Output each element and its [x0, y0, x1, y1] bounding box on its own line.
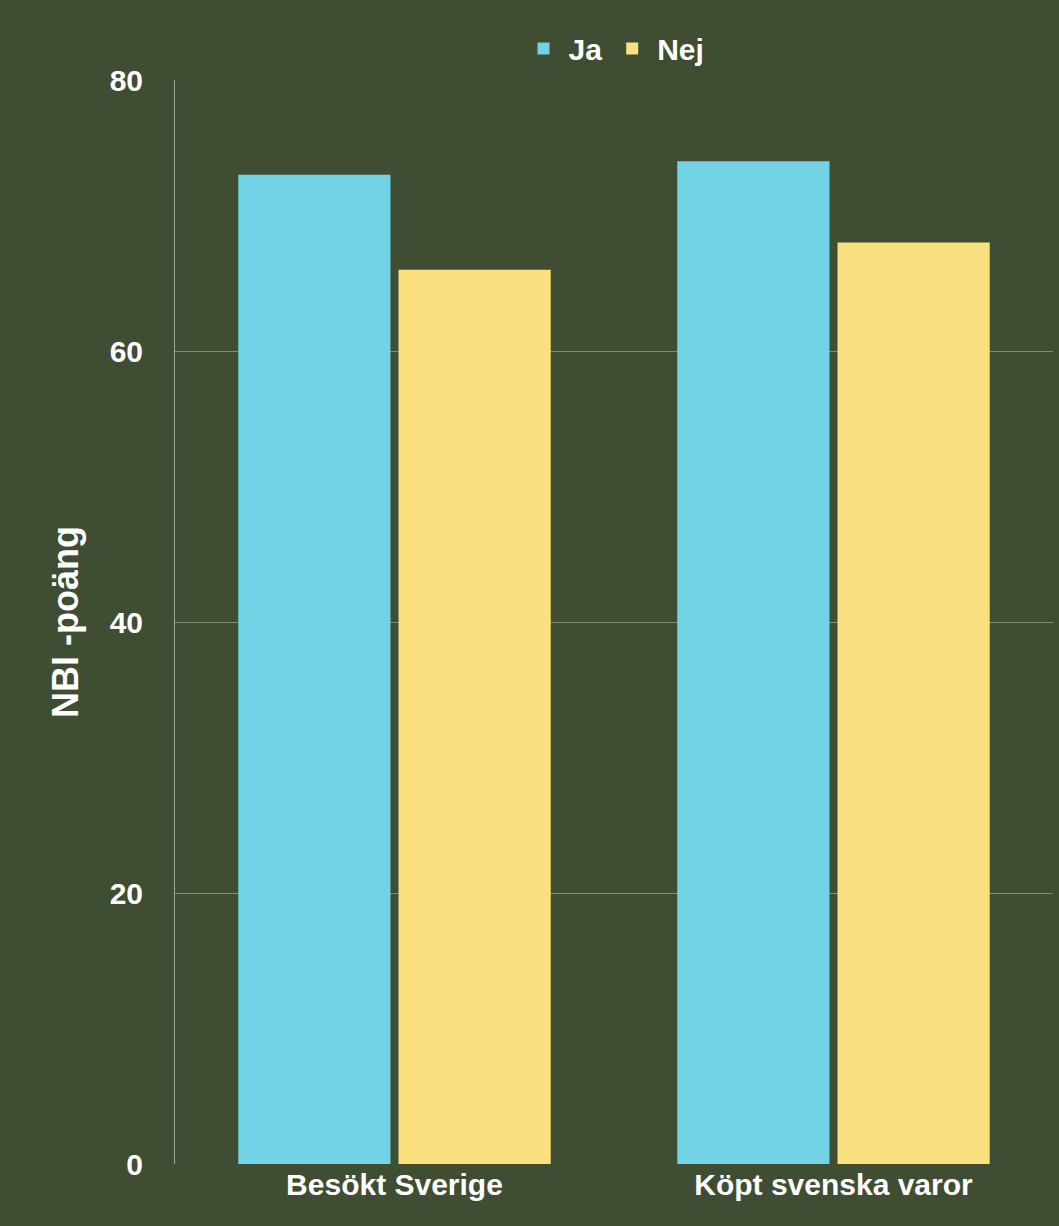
svg-text:Besökt Sverige: Besökt Sverige [286, 1168, 503, 1201]
svg-text:80: 80 [110, 64, 143, 97]
svg-text:40: 40 [110, 606, 143, 639]
svg-text:Ja: Ja [569, 33, 603, 66]
svg-text:Köpt svenska varor: Köpt svenska varor [694, 1168, 973, 1201]
svg-text:Nej: Nej [657, 33, 704, 66]
svg-text:60: 60 [110, 335, 143, 368]
svg-text:0: 0 [126, 1148, 143, 1181]
svg-text:20: 20 [110, 877, 143, 910]
svg-text:NBI -poäng: NBI -poäng [45, 526, 86, 718]
